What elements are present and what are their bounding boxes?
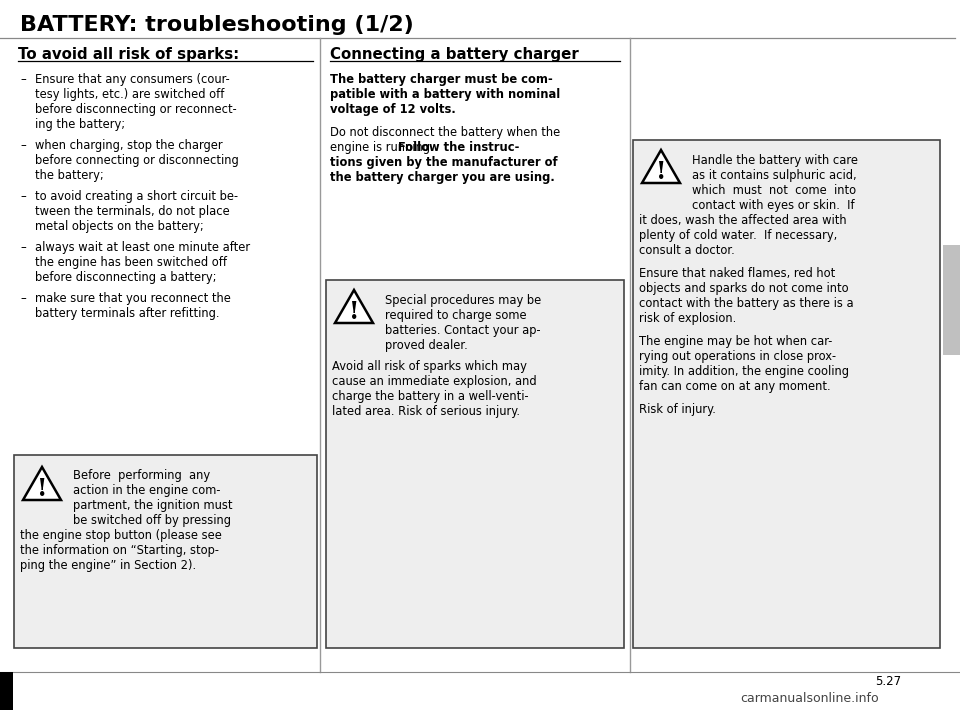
Text: consult a doctor.: consult a doctor. xyxy=(639,244,734,257)
Text: The battery charger must be com-: The battery charger must be com- xyxy=(330,73,553,86)
FancyBboxPatch shape xyxy=(633,140,940,648)
Text: The engine may be hot when car-: The engine may be hot when car- xyxy=(639,335,832,348)
Text: before connecting or disconnecting: before connecting or disconnecting xyxy=(35,154,239,167)
Text: voltage of 12 volts.: voltage of 12 volts. xyxy=(330,103,456,116)
Text: Follow the instruc-: Follow the instruc- xyxy=(398,141,519,154)
Text: make sure that you reconnect the: make sure that you reconnect the xyxy=(35,292,230,305)
Text: lated area. Risk of serious injury.: lated area. Risk of serious injury. xyxy=(332,405,520,418)
FancyBboxPatch shape xyxy=(326,280,624,648)
Text: tween the terminals, do not place: tween the terminals, do not place xyxy=(35,205,229,218)
Text: required to charge some: required to charge some xyxy=(385,309,527,322)
Text: Ensure that naked flames, red hot: Ensure that naked flames, red hot xyxy=(639,267,835,280)
Text: tesy lights, etc.) are switched off: tesy lights, etc.) are switched off xyxy=(35,88,225,101)
Text: be switched off by pressing: be switched off by pressing xyxy=(73,514,231,527)
Text: engine is running.: engine is running. xyxy=(330,141,437,154)
Text: the information on “Starting, stop-: the information on “Starting, stop- xyxy=(20,544,219,557)
Text: –: – xyxy=(20,241,26,254)
Text: Ensure that any consumers (cour-: Ensure that any consumers (cour- xyxy=(35,73,229,86)
Text: proved dealer.: proved dealer. xyxy=(385,339,468,352)
Text: to avoid creating a short circuit be-: to avoid creating a short circuit be- xyxy=(35,190,238,203)
Text: tions given by the manufacturer of: tions given by the manufacturer of xyxy=(330,156,558,169)
Text: Do not disconnect the battery when the: Do not disconnect the battery when the xyxy=(330,126,561,139)
Text: partment, the ignition must: partment, the ignition must xyxy=(73,499,232,512)
Text: before disconnecting or reconnect-: before disconnecting or reconnect- xyxy=(35,103,237,116)
Text: always wait at least one minute after: always wait at least one minute after xyxy=(35,241,251,254)
Text: !: ! xyxy=(348,300,359,324)
Text: Before  performing  any: Before performing any xyxy=(73,469,210,482)
Text: contact with eyes or skin.  If: contact with eyes or skin. If xyxy=(692,199,854,212)
Text: battery terminals after refitting.: battery terminals after refitting. xyxy=(35,307,220,320)
Text: !: ! xyxy=(36,477,47,501)
Text: Special procedures may be: Special procedures may be xyxy=(385,294,541,307)
FancyBboxPatch shape xyxy=(943,245,960,355)
Text: fan can come on at any moment.: fan can come on at any moment. xyxy=(639,380,830,393)
Text: !: ! xyxy=(656,160,666,184)
Polygon shape xyxy=(23,467,61,500)
Text: ping the engine” in Section 2).: ping the engine” in Section 2). xyxy=(20,559,196,572)
Text: patible with a battery with nominal: patible with a battery with nominal xyxy=(330,88,561,101)
Text: the battery;: the battery; xyxy=(35,169,104,182)
Text: risk of explosion.: risk of explosion. xyxy=(639,312,736,325)
Text: the battery charger you are using.: the battery charger you are using. xyxy=(330,171,555,184)
Text: –: – xyxy=(20,190,26,203)
Text: the engine stop button (please see: the engine stop button (please see xyxy=(20,529,222,542)
Text: –: – xyxy=(20,73,26,86)
Text: Connecting a battery charger: Connecting a battery charger xyxy=(330,47,579,62)
Text: carmanualsonline.info: carmanualsonline.info xyxy=(740,692,878,705)
Text: which  must  not  come  into: which must not come into xyxy=(692,184,856,197)
Text: –: – xyxy=(20,292,26,305)
Text: To avoid all risk of sparks:: To avoid all risk of sparks: xyxy=(18,47,239,62)
Text: cause an immediate explosion, and: cause an immediate explosion, and xyxy=(332,375,537,388)
Text: when charging, stop the charger: when charging, stop the charger xyxy=(35,139,223,152)
Text: ing the battery;: ing the battery; xyxy=(35,118,125,131)
Text: Handle the battery with care: Handle the battery with care xyxy=(692,154,858,167)
Text: action in the engine com-: action in the engine com- xyxy=(73,484,221,497)
Text: contact with the battery as there is a: contact with the battery as there is a xyxy=(639,297,853,310)
Text: plenty of cold water.  If necessary,: plenty of cold water. If necessary, xyxy=(639,229,837,242)
Text: objects and sparks do not come into: objects and sparks do not come into xyxy=(639,282,849,295)
Text: charge the battery in a well-venti-: charge the battery in a well-venti- xyxy=(332,390,529,403)
Text: as it contains sulphuric acid,: as it contains sulphuric acid, xyxy=(692,169,856,182)
Text: batteries. Contact your ap-: batteries. Contact your ap- xyxy=(385,324,540,337)
Polygon shape xyxy=(335,290,373,323)
Text: rying out operations in close prox-: rying out operations in close prox- xyxy=(639,350,836,363)
Text: Risk of injury.: Risk of injury. xyxy=(639,403,716,416)
Text: it does, wash the affected area with: it does, wash the affected area with xyxy=(639,214,847,227)
Text: –: – xyxy=(20,139,26,152)
FancyBboxPatch shape xyxy=(14,455,317,648)
Text: Avoid all risk of sparks which may: Avoid all risk of sparks which may xyxy=(332,360,527,373)
Text: metal objects on the battery;: metal objects on the battery; xyxy=(35,220,204,233)
Text: imity. In addition, the engine cooling: imity. In addition, the engine cooling xyxy=(639,365,849,378)
Text: the engine has been switched off: the engine has been switched off xyxy=(35,256,227,269)
FancyBboxPatch shape xyxy=(0,672,13,710)
Polygon shape xyxy=(642,150,680,183)
Text: BATTERY: troubleshooting (1/2): BATTERY: troubleshooting (1/2) xyxy=(20,15,414,35)
Text: before disconnecting a battery;: before disconnecting a battery; xyxy=(35,271,217,284)
Text: 5.27: 5.27 xyxy=(875,675,901,688)
